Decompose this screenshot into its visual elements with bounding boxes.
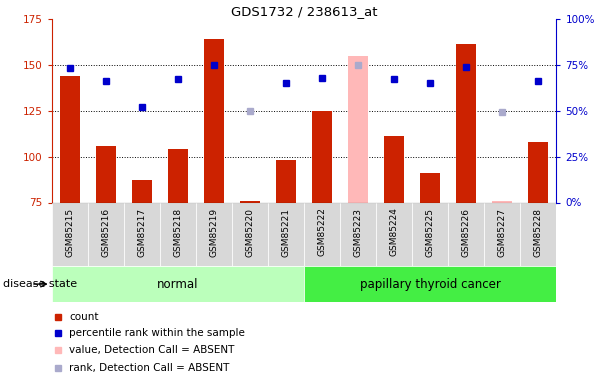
Bar: [304, 202, 340, 266]
Text: GSM85228: GSM85228: [534, 208, 543, 256]
Text: normal: normal: [157, 278, 199, 291]
Bar: [240, 201, 260, 202]
Text: GSM85226: GSM85226: [461, 208, 471, 256]
Bar: [52, 202, 88, 266]
Bar: [312, 111, 332, 202]
Bar: [52, 266, 304, 302]
Bar: [204, 39, 224, 203]
Bar: [492, 201, 512, 202]
Bar: [96, 146, 116, 202]
Bar: [168, 149, 188, 202]
Bar: [232, 202, 268, 266]
Bar: [276, 160, 296, 202]
Text: GSM85218: GSM85218: [173, 208, 182, 257]
Bar: [448, 202, 484, 266]
Bar: [304, 266, 556, 302]
Bar: [412, 202, 448, 266]
Text: GSM85223: GSM85223: [354, 208, 362, 256]
Text: GSM85216: GSM85216: [102, 208, 110, 257]
Bar: [376, 202, 412, 266]
Text: percentile rank within the sample: percentile rank within the sample: [69, 328, 245, 338]
Text: GSM85227: GSM85227: [498, 208, 506, 256]
Bar: [132, 180, 152, 203]
Text: GSM85221: GSM85221: [282, 208, 291, 256]
Title: GDS1732 / 238613_at: GDS1732 / 238613_at: [231, 4, 377, 18]
Bar: [196, 202, 232, 266]
Bar: [420, 173, 440, 202]
Text: value, Detection Call = ABSENT: value, Detection Call = ABSENT: [69, 345, 235, 355]
Bar: [456, 45, 476, 203]
Text: disease state: disease state: [3, 279, 77, 289]
Bar: [528, 142, 548, 202]
Text: GSM85219: GSM85219: [209, 208, 218, 257]
Text: GSM85225: GSM85225: [426, 208, 435, 256]
Text: papillary thyroid cancer: papillary thyroid cancer: [360, 278, 500, 291]
Bar: [384, 136, 404, 202]
Bar: [124, 202, 160, 266]
Text: rank, Detection Call = ABSENT: rank, Detection Call = ABSENT: [69, 363, 230, 373]
Text: GSM85220: GSM85220: [246, 208, 254, 256]
Text: count: count: [69, 312, 99, 321]
Bar: [484, 202, 520, 266]
Bar: [348, 56, 368, 202]
Bar: [520, 202, 556, 266]
Bar: [340, 202, 376, 266]
Text: GSM85222: GSM85222: [317, 208, 326, 256]
Bar: [60, 76, 80, 202]
Text: GSM85217: GSM85217: [137, 208, 147, 257]
Bar: [160, 202, 196, 266]
Text: GSM85215: GSM85215: [65, 208, 74, 257]
Text: GSM85224: GSM85224: [390, 208, 399, 256]
Bar: [268, 202, 304, 266]
Bar: [88, 202, 124, 266]
